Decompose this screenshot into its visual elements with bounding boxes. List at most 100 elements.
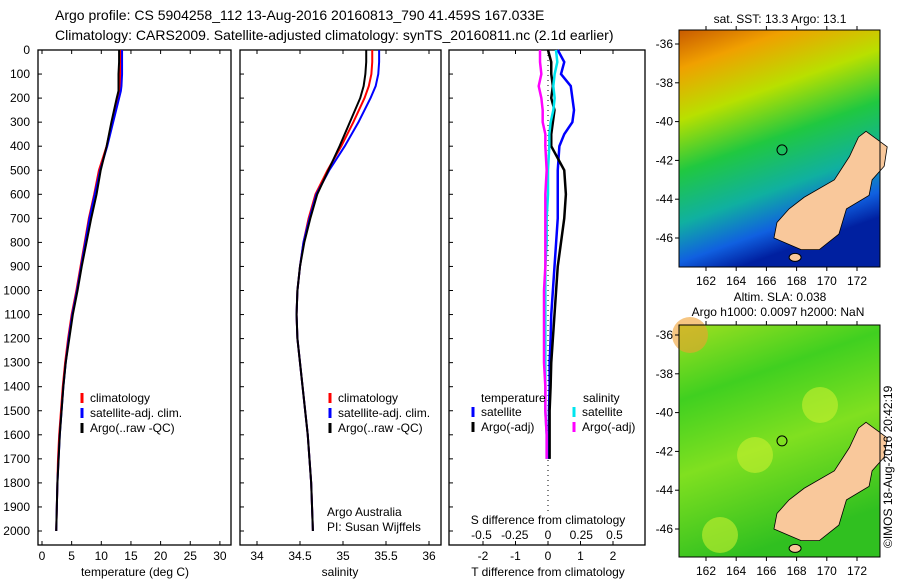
map-x-tick-label: 168 (787, 274, 807, 288)
sdiff-tick-label: 0 (545, 528, 552, 542)
stewart-island (788, 543, 802, 553)
map-x-tick-label: 172 (847, 274, 867, 288)
diff-line-0 (547, 49, 576, 459)
map-y-tick-label: -46 (656, 522, 674, 536)
tdiff-x-tick-label: 1 (577, 549, 584, 563)
map-y-tick-label: -42 (656, 444, 674, 458)
map-y-tick-label: -44 (656, 483, 674, 497)
legend-label: Argo(-adj) (582, 420, 635, 434)
map-sla: 162 164 166 168 170 172 -36 -38 -40 -42 -44 -46 (656, 317, 888, 578)
depth-tick-label: 300 (10, 115, 30, 129)
map-y-tick-label: -38 (656, 76, 674, 90)
map-sla-title-2: Argo h1000: 0.0097 h2000: NaN (692, 305, 865, 319)
legend-label: satellite-adj. clim. (338, 406, 430, 420)
map-x-tick-label: 170 (817, 564, 837, 578)
sdiff-tick-label: 0.25 (570, 528, 594, 542)
depth-tick-label: 1200 (3, 332, 30, 346)
map-x-tick-label: 166 (756, 274, 776, 288)
legend-temperature-head: temperature (481, 391, 546, 405)
map-y-tick-label: -36 (656, 37, 674, 51)
map-x-tick-label: 162 (696, 564, 716, 578)
map-y-tick-label: -40 (656, 406, 674, 420)
depth-tick-label: 0 (23, 43, 30, 57)
temperature-xlabel: temperature (deg C) (81, 565, 189, 579)
sdiff-tick-label: -0.5 (471, 528, 492, 542)
credit: ©IMOS 18-Aug-2016 20:42:19 (881, 385, 895, 548)
map-y-tick-label: -40 (656, 115, 674, 129)
map-y-tick-label: -42 (656, 153, 674, 167)
temperature-x-tick-label: 15 (124, 549, 138, 563)
map-x-tick-label: 162 (696, 274, 716, 288)
salinity-x-tick-label: 34.5 (288, 549, 312, 563)
salinity-x-tick-label: 35 (336, 549, 350, 563)
depth-tick-label: 1300 (3, 356, 30, 370)
diff-line-3 (537, 50, 548, 459)
diff-line-1 (546, 49, 568, 459)
sdiff-tick-label: 0.5 (606, 528, 623, 542)
sdiff-xlabel: S difference from climatology (471, 513, 626, 527)
map-y-tick-label: -44 (656, 192, 674, 206)
map-x-tick-label: 172 (847, 564, 867, 578)
depth-tick-label: 1000 (3, 284, 30, 298)
legend-label: Argo(..raw -QC) (90, 421, 175, 435)
depth-tick-label: 900 (10, 259, 30, 273)
temperature-x-tick-label: 25 (184, 549, 198, 563)
sdiff-tick-label: -0.25 (501, 528, 529, 542)
legend-label: climatology (338, 391, 398, 405)
tdiff-xlabel: T difference from climatology (471, 565, 625, 579)
depth-tick-label: 700 (10, 211, 30, 225)
depth-tick-label: 200 (10, 91, 30, 105)
annotation-line-1: Argo Australia (327, 505, 402, 519)
argo-position-marker (776, 144, 788, 156)
depth-tick-label: 1400 (3, 380, 30, 394)
map-sst-title: sat. SST: 13.3 Argo: 13.1 (714, 12, 847, 26)
sla-blob (702, 517, 738, 553)
temperature-x-tick-label: 0 (39, 549, 46, 563)
argo-position-marker (776, 435, 788, 447)
depth-tick-label: 400 (10, 139, 30, 153)
legend-salinity-head: salinity (583, 391, 620, 405)
legend-label: Argo(-adj) (481, 420, 534, 434)
legend-label: Argo(..raw -QC) (338, 421, 423, 435)
temperature-x-tick-label: 10 (95, 549, 109, 563)
depth-tick-label: 1600 (3, 428, 30, 442)
tdiff-x-tick-label: 0 (545, 549, 552, 563)
map-sst: 162 164 166 168 170 172 -36 -38 -40 -42 -44 -46 (656, 26, 888, 288)
depth-tick-label: 600 (10, 187, 30, 201)
map-x-tick-label: 168 (787, 564, 807, 578)
salinity-line-0 (295, 50, 374, 532)
depth-tick-label: 500 (10, 163, 30, 177)
temperature-x-tick-label: 30 (213, 549, 227, 563)
tdiff-x-tick-label: -2 (478, 549, 489, 563)
title-line-2: Climatology: CARS2009. Satellite-adjuste… (55, 27, 614, 43)
sla-blob (737, 437, 773, 473)
map-y-tick-label: -38 (656, 367, 674, 381)
new-zealand-land (773, 421, 888, 542)
temperature-x-tick-label: 20 (154, 549, 168, 563)
legend-label: satellite (582, 405, 623, 419)
map-frame (678, 324, 881, 558)
map-x-tick-label: 166 (756, 564, 776, 578)
depth-tick-label: 800 (10, 235, 30, 249)
salinity-x-tick-label: 36 (422, 549, 436, 563)
tdiff-x-tick-label: -1 (510, 549, 521, 563)
depth-tick-label: 1700 (3, 452, 30, 466)
salinity-x-tick-label: 35.5 (374, 549, 398, 563)
legend-label: satellite-adj. clim. (90, 406, 182, 420)
title-line-1: Argo profile: CS 5904258_112 13-Aug-2016… (55, 7, 545, 23)
salinity-x-tick-label: 34 (250, 549, 264, 563)
map-x-tick-label: 164 (726, 564, 746, 578)
depth-tick-label: 1900 (3, 500, 30, 514)
map-frame (678, 29, 881, 268)
map-x-tick-label: 164 (726, 274, 746, 288)
stewart-island (788, 252, 802, 262)
sla-blob (802, 387, 838, 423)
tdiff-x-tick-label: 2 (610, 549, 617, 563)
salinity-xlabel: salinity (322, 565, 359, 579)
panel-frame-2 (239, 49, 442, 546)
salinity-line-2 (295, 50, 368, 532)
temperature-x-tick-label: 5 (68, 549, 75, 563)
panel-frame-1 (37, 49, 232, 546)
